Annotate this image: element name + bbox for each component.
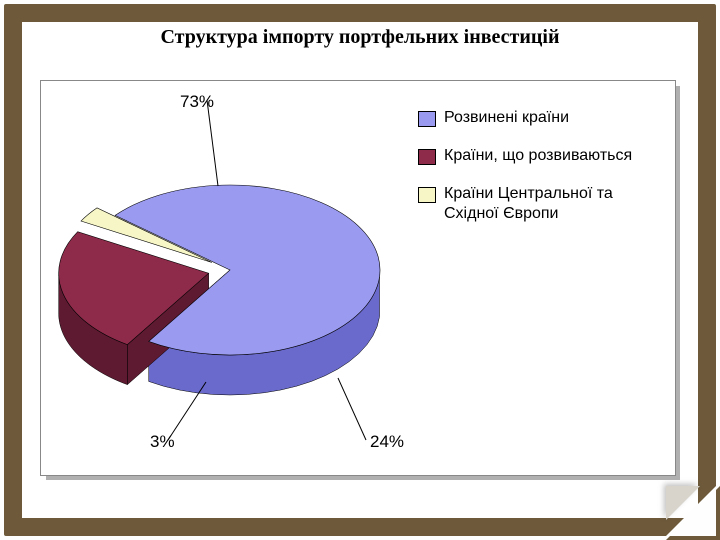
chart-legend: Розвинені країни Країни, що розвиваються К… (418, 108, 668, 242)
legend-item: Країни, що розвиваються (418, 146, 668, 166)
legend-swatch (418, 187, 436, 203)
legend-swatch (418, 149, 436, 165)
callout-developing: 24% (370, 432, 404, 452)
legend-item: Розвинені країни (418, 108, 668, 128)
legend-label: Країни, що розвиваються (444, 146, 632, 166)
legend-swatch (418, 111, 436, 127)
chart-area: 73% 24% 3% Розвинені країни Країни, що ро… (40, 80, 680, 480)
chart-title: Структура імпорту портфельних інвестицій (0, 26, 720, 49)
page-curl-fold (666, 486, 700, 520)
legend-label: Країни Центральної та Східної Європи (444, 184, 668, 224)
legend-label: Розвинені країни (444, 108, 569, 128)
legend-item: Країни Центральної та Східної Європи (418, 184, 668, 224)
slide-paper: Структура імпорту портфельних інвестицій… (0, 0, 720, 540)
callout-developed: 73% (180, 92, 214, 112)
callout-cee: 3% (150, 432, 175, 452)
